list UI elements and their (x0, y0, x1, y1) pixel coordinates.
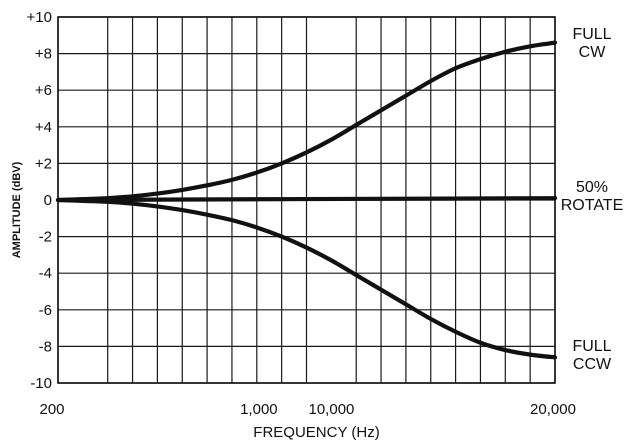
series-layer (55, 40, 558, 360)
y-tick-label: 0 (44, 192, 52, 209)
x-axis-label: FREQUENCY (Hz) (253, 424, 379, 441)
y-tick-label: +8 (35, 46, 52, 63)
series-line-full-ccw (55, 197, 558, 360)
y-tick-label: +10 (27, 9, 52, 26)
y-tick-label: -2 (39, 229, 52, 246)
x-tick-label: 20,000 (530, 401, 576, 418)
y-tick-labels: +10 +8 +6 +4 +2 0 -2 -4 -6 -8 -10 (27, 9, 52, 392)
series-label: FULL (572, 26, 611, 43)
x-tick-labels: 200 1,000 10,000 20,000 (39, 401, 575, 418)
x-tick-label: 10,000 (309, 401, 355, 418)
y-tick-label: -6 (39, 302, 52, 319)
series-line-50-rotate (55, 196, 558, 203)
y-tick-label: +4 (35, 119, 52, 136)
series-label: 50% (576, 179, 608, 196)
y-tick-label: +2 (35, 155, 52, 172)
y-tick-label: -4 (39, 265, 52, 282)
series-label: CW (579, 44, 607, 61)
series-line-full-cw (55, 40, 558, 203)
y-axis-label: AMPLITUDE (dBV) (11, 161, 23, 258)
y-tick-label: -8 (39, 338, 52, 355)
x-tick-label: 1,000 (240, 401, 278, 418)
x-tick-label: 200 (39, 401, 64, 418)
series-label: FULL (572, 338, 611, 355)
y-tick-label: +6 (35, 82, 52, 99)
series-label: ROTATE (561, 197, 624, 214)
series-label: CCW (573, 356, 612, 373)
y-tick-label: -10 (30, 375, 52, 392)
